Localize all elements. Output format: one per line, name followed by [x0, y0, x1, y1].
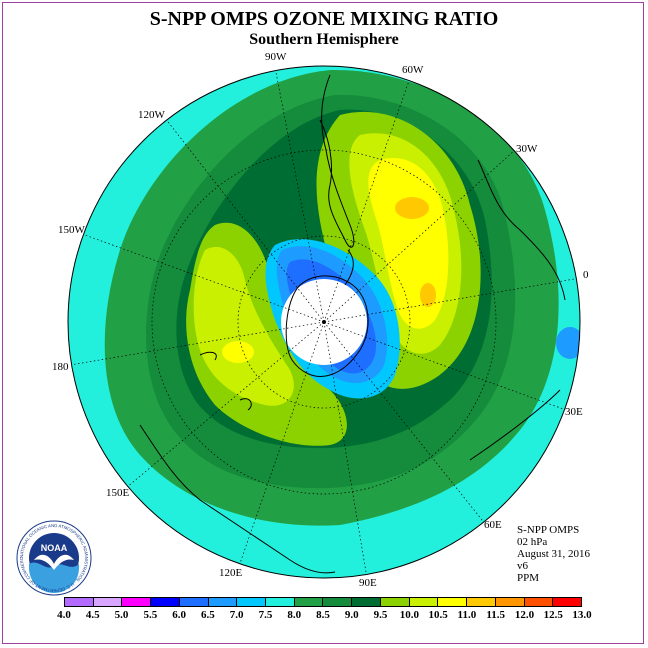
colorbar-swatch: [294, 598, 324, 606]
colorbar-swatch: [495, 598, 525, 606]
africa-coast: [469, 159, 566, 461]
land-outlines: [139, 74, 566, 574]
lon-label-90w: 90W: [265, 51, 287, 63]
colorbar-swatch: [352, 598, 381, 606]
contour-10-0-10-5-west: [193, 246, 294, 406]
lon-label-90e: 90E: [359, 577, 377, 589]
contour-11-0-11-5-b: [420, 283, 436, 307]
colorbar-tick-label: 6.0: [172, 609, 186, 621]
colorbar-tick-label: 10.0: [399, 609, 419, 621]
noaa-logo: NOAA NATIONAL OCEANIC AND ATMOSPHERIC AD…: [16, 520, 92, 596]
colorbar-swatch: [93, 598, 123, 606]
lon-label-30e: 30E: [565, 406, 583, 418]
lon-label-60w: 60W: [402, 64, 424, 76]
lon-label-60e: 60E: [484, 519, 502, 531]
logo-text: NOAA: [41, 543, 68, 553]
longitude-labels: 90W 60W 30W 0 30E 60E 90E 120E 150E 180 …: [52, 51, 589, 589]
colorbar-tick-label: 8.5: [316, 609, 330, 621]
map-subtitle: Southern Hemisphere: [249, 31, 399, 48]
colorbar-swatch: [524, 598, 554, 606]
colorbar-swatch: [438, 598, 468, 606]
graticule: [69, 66, 580, 578]
madagascar-coast: [529, 489, 547, 521]
colorbar-tick-label: 9.0: [344, 609, 359, 621]
colorbar-tick-label: 10.5: [428, 609, 448, 621]
australia-coast: [139, 424, 336, 574]
contour-11-0-11-5-a: [395, 197, 429, 219]
colorbar-swatch: [65, 598, 94, 606]
map-title: S-NPP OMPS OZONE MIXING RATIO: [149, 8, 499, 30]
colorbar-tick-label: 5.0: [114, 609, 129, 621]
colorbar-ticks: 4.0 4.5 5.0 5.5 6.0 6.5 7.0 7.5 8.0 8.5 9.0 9.5 10.0…: [57, 609, 592, 623]
colorbar-tick-label: 7.0: [229, 609, 244, 621]
lon-label-30w: 30W: [516, 143, 538, 155]
colorbar-swatch: [208, 598, 238, 606]
colorbar-tick-label: 13.0: [572, 609, 592, 621]
colorbar-tick-label: 7.5: [258, 609, 273, 621]
colorbar-swatch: [151, 598, 180, 606]
south-pole-marker: [322, 320, 326, 324]
map-boundary: [67, 65, 581, 579]
colorbar-tick-label: 5.5: [143, 609, 158, 621]
colorbar-swatch: [237, 598, 267, 606]
colorbar-swatch: [122, 598, 152, 606]
info-level: 02 hPa: [517, 536, 548, 548]
lon-label-120w: 120W: [138, 109, 166, 121]
contour-field: [68, 66, 580, 578]
colorbar-swatch: [323, 598, 353, 606]
info-version: v6: [517, 560, 528, 572]
colorbar-swatch: [380, 598, 410, 606]
lon-label-180: 180: [52, 361, 69, 373]
colorbar-swatch: [409, 598, 439, 606]
info-date: August 31, 2016: [517, 548, 591, 560]
colorbar-tick-label: 11.5: [486, 609, 505, 621]
info-block: S-NPP OMPS 02 hPa August 31, 2016 v6 PPM: [517, 524, 590, 584]
colorbar-tick-label: 9.5: [373, 609, 388, 621]
colorbar-tick-label: 8.0: [287, 609, 302, 621]
colorbar-swatch: [266, 598, 295, 606]
contour-10-5-11-0-west: [222, 341, 254, 363]
colorbar-tick-label: 12.5: [543, 609, 563, 621]
colorbar-tick-label: 4.5: [85, 609, 100, 621]
contour-7-5-8-0-east-patch: [556, 327, 580, 359]
colorbar-swatch: [553, 598, 581, 606]
info-instrument: S-NPP OMPS: [517, 524, 580, 536]
info-units: PPM: [517, 572, 540, 584]
new-zealand-coast: [199, 351, 252, 411]
colorbar-swatch: [467, 598, 496, 606]
colorbar-tick-label: 11.0: [457, 609, 477, 621]
colorbar-tick-label: 4.0: [57, 609, 71, 621]
lon-label-0: 0: [583, 269, 589, 281]
south-america-coast: [319, 74, 355, 248]
colorbar-tick-label: 6.5: [201, 609, 215, 621]
colorbar-tick-label: 12.0: [514, 609, 535, 621]
colorbar: [64, 597, 582, 607]
antarctica-coast: [285, 249, 369, 377]
lon-label-120e: 120E: [219, 567, 243, 579]
lon-label-150w: 150W: [58, 224, 86, 236]
colorbar-swatch: [179, 598, 209, 606]
lon-label-150e: 150E: [106, 487, 130, 499]
